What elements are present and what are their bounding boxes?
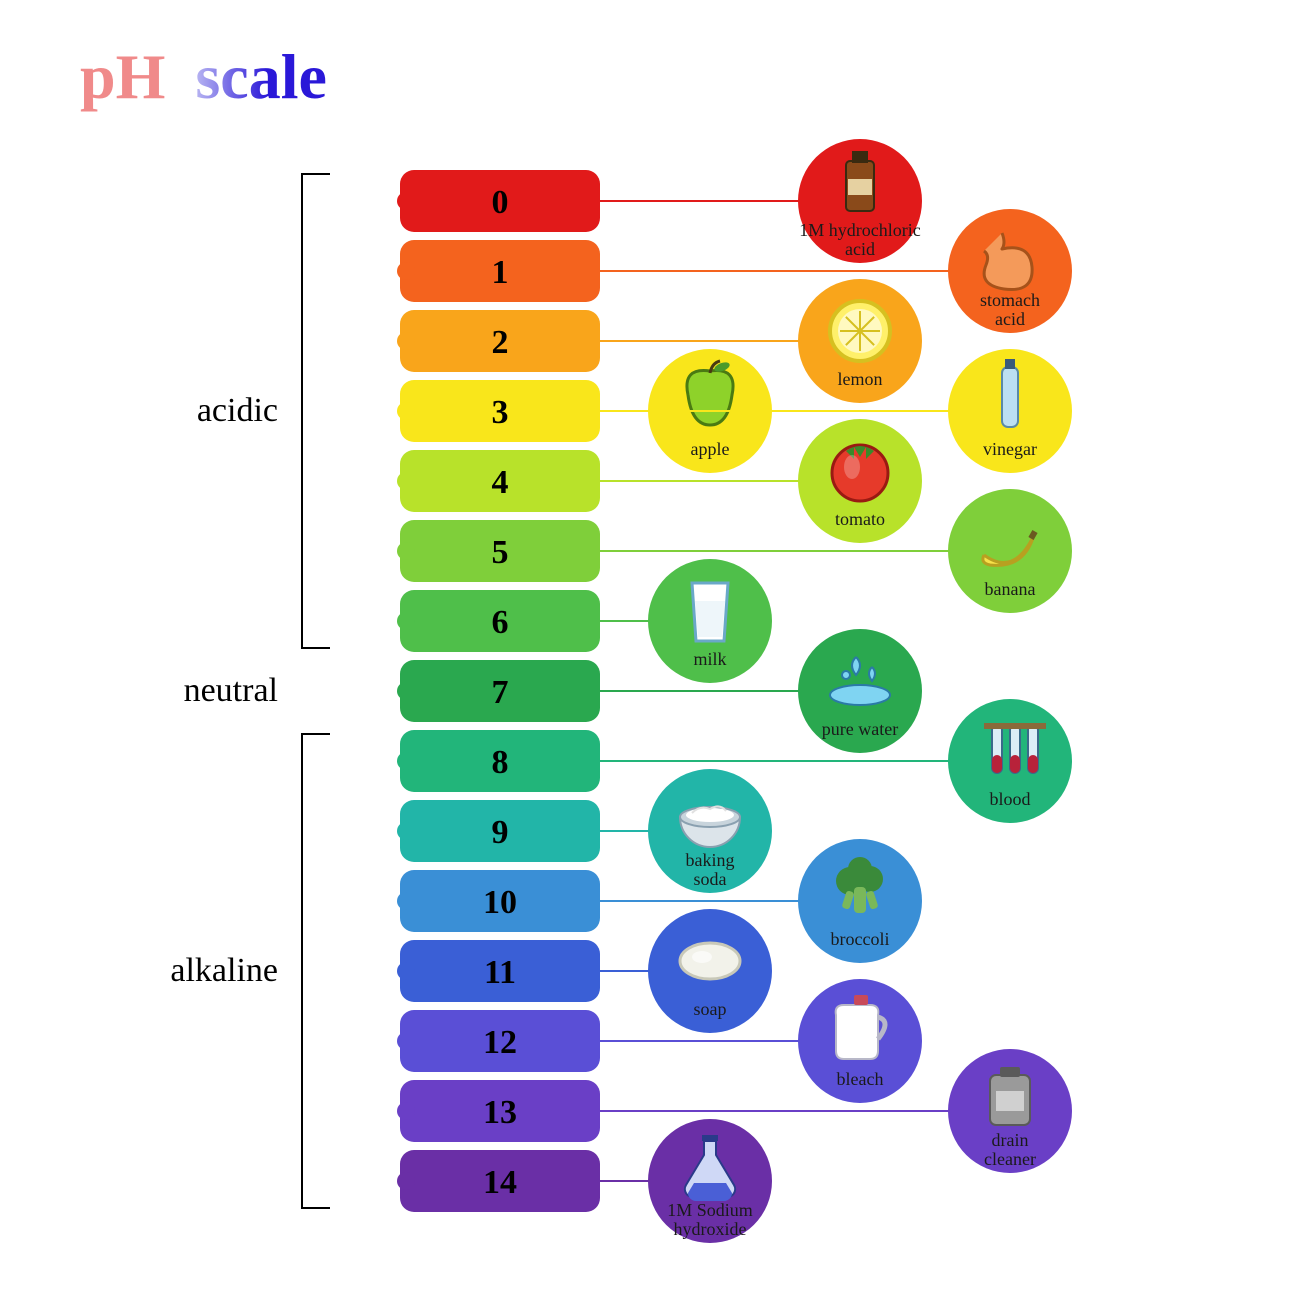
soap-icon [680,943,740,979]
can-icon [990,1067,1030,1125]
item-label-1-0: stomach [980,290,1040,310]
ph-number-4: 4 [492,464,509,501]
ph-number-2: 2 [492,324,509,361]
ph-number-8: 8 [492,744,509,781]
lemon-icon [830,301,890,361]
item-label-14-1: cleaner [984,1149,1036,1169]
ph-scale-diagram: 01234567891011121314acidicneutralalkalin… [0,0,1300,1300]
bracket-alkaline [302,734,330,1208]
ph-number-14: 14 [483,1164,517,1201]
item-label-6-0: banana [985,579,1036,599]
ph-number-11: 11 [484,954,516,991]
ph-number-9: 9 [492,814,509,851]
group-label-alkaline: alkaline [170,952,278,989]
item-label-8-0: pure water [822,719,898,739]
group-label-acidic: acidic [197,392,278,429]
bracket-acidic [302,174,330,648]
ph-number-7: 7 [492,674,509,711]
ph-number-1: 1 [492,254,509,291]
item-label-14-0: drain [992,1130,1029,1150]
glass-icon [692,583,728,641]
item-label-4-0: vinegar [983,439,1037,459]
item-label-9-0: blood [989,789,1030,809]
ph-number-13: 13 [483,1094,517,1131]
item-label-12-0: soap [694,999,727,1019]
item-label-15-0: 1M Sodium [667,1200,753,1220]
bottle-icon [846,151,874,211]
ph-number-10: 10 [483,884,517,921]
ph-number-3: 3 [492,394,509,431]
tubes-icon [984,723,1046,773]
group-label-neutral: neutral [184,672,278,709]
tomato-icon [832,445,888,501]
item-label-3-0: apple [691,439,730,459]
item-label-0-1: acid [845,239,875,259]
item-label-13-0: bleach [837,1069,884,1089]
ph-number-0: 0 [492,184,509,221]
item-label-10-1: soda [694,869,727,889]
item-label-1-1: acid [995,309,1025,329]
item-label-15-1: hydroxide [674,1219,747,1239]
item-label-0-0: 1M hydrochloric [799,220,920,240]
ph-number-5: 5 [492,534,509,571]
item-label-5-0: tomato [835,509,885,529]
tall-bottle-icon [1002,359,1018,427]
ph-number-6: 6 [492,604,509,641]
item-label-7-0: milk [693,649,726,669]
ph-number-12: 12 [483,1024,517,1061]
item-label-2-0: lemon [838,369,883,389]
item-label-10-0: baking [686,850,735,870]
item-label-11-0: broccoli [831,929,890,949]
